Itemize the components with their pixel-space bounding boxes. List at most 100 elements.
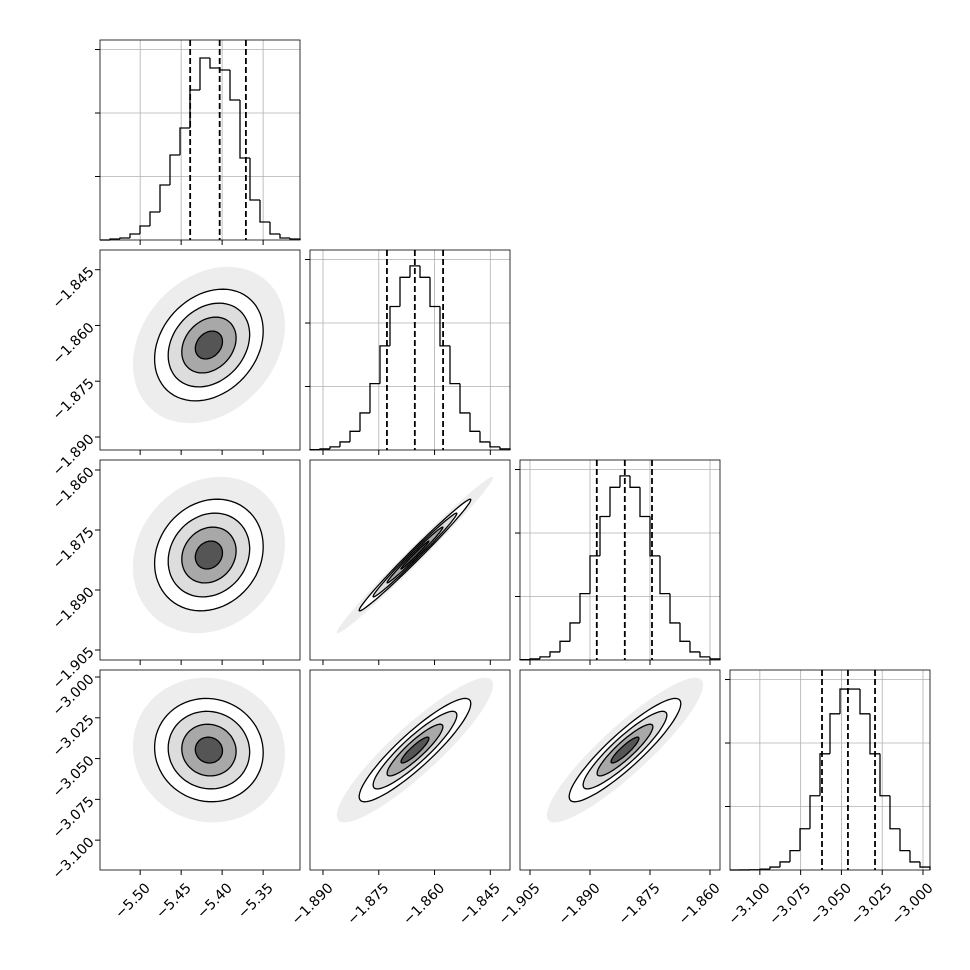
y-tick-label: −3.050 xyxy=(50,753,98,801)
histogram-step xyxy=(369,383,380,413)
histogram-step xyxy=(199,57,210,91)
histogram-step xyxy=(469,412,480,432)
histogram-step xyxy=(829,713,840,754)
y-tick-label: −3.025 xyxy=(50,712,98,760)
histogram-step xyxy=(449,345,460,385)
histogram-step xyxy=(619,475,630,488)
histogram-step xyxy=(399,276,410,307)
histogram-step xyxy=(249,157,260,201)
histogram-step xyxy=(879,753,890,797)
histogram-step xyxy=(569,622,580,642)
histogram-step xyxy=(809,795,820,829)
histogram-step xyxy=(409,265,420,278)
histogram-step xyxy=(339,441,350,447)
histogram-step xyxy=(459,383,470,414)
density-panel xyxy=(99,249,301,451)
histogram-step xyxy=(779,861,790,868)
histogram-step xyxy=(229,70,240,101)
histogram-step xyxy=(129,233,140,238)
histogram-step xyxy=(189,89,200,128)
histogram-step xyxy=(499,446,511,450)
density-contour xyxy=(400,736,430,764)
histogram-step xyxy=(579,593,590,623)
histogram-step xyxy=(649,516,660,557)
density-panel xyxy=(99,459,301,661)
x-tick-label: −3.050 xyxy=(807,880,855,928)
histogram-step xyxy=(629,475,640,488)
histogram-step xyxy=(149,211,160,227)
histogram-step xyxy=(319,448,330,450)
y-tick-label: −3.075 xyxy=(50,794,98,842)
histogram-panel xyxy=(95,39,301,241)
histogram-step xyxy=(559,640,570,652)
x-tick-label: −1.875 xyxy=(344,880,392,928)
density xyxy=(132,266,285,424)
histogram-step xyxy=(909,850,920,863)
density-contour xyxy=(610,736,640,764)
histogram-step xyxy=(919,861,931,870)
histogram-step xyxy=(479,431,490,443)
histogram-step xyxy=(169,154,180,186)
density xyxy=(546,677,704,823)
histogram-panel xyxy=(305,249,511,451)
histogram-step xyxy=(689,641,700,653)
density xyxy=(132,476,285,634)
density-panel xyxy=(309,459,511,661)
histogram-step xyxy=(799,828,810,851)
x-tick-label: −3.075 xyxy=(766,880,814,928)
histogram-step xyxy=(439,306,450,347)
histogram-step xyxy=(219,68,230,71)
histogram-step xyxy=(839,688,850,714)
panel-frame xyxy=(99,459,301,661)
histogram-step xyxy=(769,866,780,870)
histogram-step xyxy=(279,233,290,239)
panel-frame xyxy=(309,459,511,661)
histogram-step xyxy=(419,265,430,278)
x-tick-label: −5.50 xyxy=(112,880,154,922)
y-tick-label: −1.890 xyxy=(50,584,98,632)
histogram-step xyxy=(139,225,150,234)
histogram-step xyxy=(179,127,190,155)
histogram-step xyxy=(239,100,250,159)
histogram-step xyxy=(549,651,560,657)
histogram-step xyxy=(599,515,610,556)
y-tick-label: −1.845 xyxy=(50,264,98,312)
x-tick-label: −3.025 xyxy=(848,880,896,928)
panel-frame xyxy=(519,669,721,871)
density-panel xyxy=(309,669,511,871)
panel-frame xyxy=(99,39,301,241)
x-tick-label: −3.100 xyxy=(726,880,774,928)
histogram-step xyxy=(669,593,680,624)
x-tick-label: −3.000 xyxy=(889,880,937,928)
histogram-step xyxy=(539,656,550,659)
histogram-step xyxy=(789,849,800,862)
density-panel xyxy=(519,669,721,871)
histogram-step xyxy=(489,441,500,448)
x-tick-label: −1.875 xyxy=(616,880,664,928)
histogram-step xyxy=(639,487,650,518)
y-tick-label: −1.860 xyxy=(50,320,98,368)
panel-frame xyxy=(99,249,301,451)
x-tick-label: −1.905 xyxy=(496,880,544,928)
panel-frame xyxy=(729,669,931,871)
x-tick-label: −1.890 xyxy=(556,880,604,928)
histogram-step xyxy=(889,795,900,830)
density xyxy=(336,476,494,634)
histogram-step xyxy=(679,622,690,642)
histogram-step xyxy=(899,828,910,852)
histogram-step xyxy=(379,345,390,384)
y-tick-label: −1.875 xyxy=(50,376,98,424)
histogram-step xyxy=(759,868,770,870)
y-tick-label: −1.875 xyxy=(50,524,98,572)
histogram-step xyxy=(529,658,540,660)
x-tick-label: −5.45 xyxy=(153,880,195,922)
histogram-step xyxy=(209,58,220,69)
histogram-panel xyxy=(515,459,721,661)
density-contour xyxy=(194,330,224,360)
density xyxy=(132,677,285,823)
panel-frame xyxy=(309,249,511,451)
histogram-step xyxy=(609,486,620,517)
histogram-step xyxy=(259,200,270,223)
x-tick-label: −1.890 xyxy=(289,880,337,928)
